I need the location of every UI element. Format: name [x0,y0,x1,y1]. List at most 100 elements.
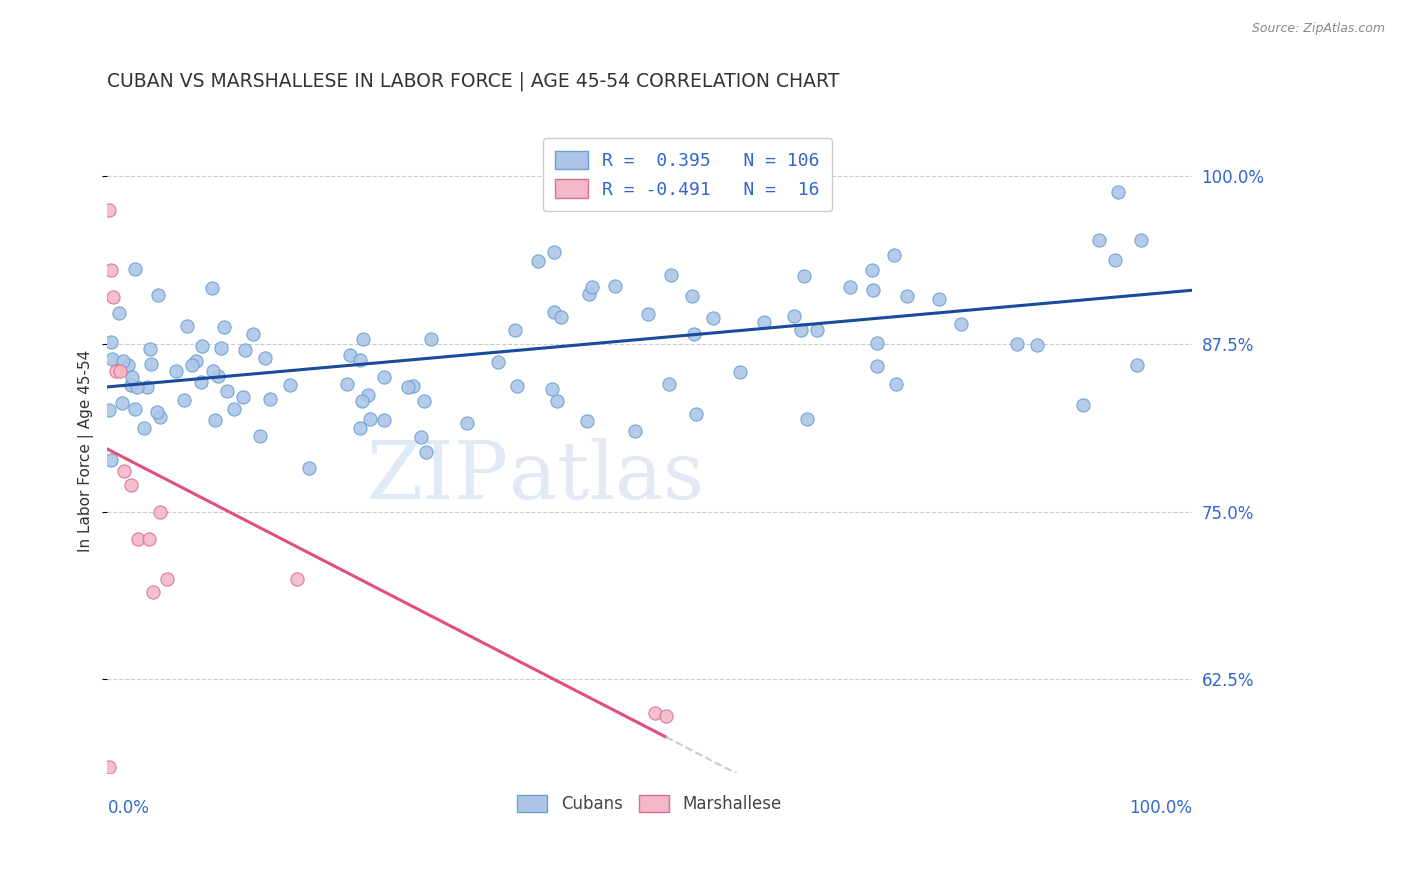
Point [396,380,419,394]
Point [139,357,162,371]
Point [201,281,224,295]
Point [298,461,321,475]
Point [350,393,373,408]
Point [120,478,142,492]
Point [253,351,276,365]
Point [125,380,148,394]
Text: 0.0%: 0.0% [107,799,149,817]
Point [146,288,169,302]
Point [793,268,815,283]
Point [413,393,436,408]
Point [202,364,225,378]
Point [105,364,128,378]
Point [278,377,301,392]
Point [232,390,254,404]
Point [402,379,425,393]
Point [156,572,179,586]
Point [644,706,666,720]
Point [108,306,131,320]
Point [949,317,972,331]
Point [1104,252,1126,267]
Point [681,289,703,303]
Point [488,355,510,369]
Point [352,332,374,346]
Point [111,396,134,410]
Point [1130,233,1153,247]
Point [576,413,599,427]
Point [359,411,381,425]
Point [224,401,246,416]
Point [97,403,120,417]
Point [505,379,527,393]
Point [176,318,198,333]
Point [100,335,122,350]
Point [97,202,120,217]
Point [148,505,170,519]
Point [862,283,884,297]
Point [180,358,202,372]
Point [121,369,143,384]
Point [215,384,238,398]
Point [127,532,149,546]
Point [581,280,603,294]
Point [806,323,828,337]
Point [110,364,132,378]
Point [97,760,120,774]
Point [149,409,172,424]
Point [752,316,775,330]
Point [655,708,678,723]
Point [112,353,135,368]
Point [1125,358,1147,372]
Point [173,392,195,407]
Point [702,310,724,325]
Point [550,310,572,324]
Y-axis label: In Labor Force | Age 45-54: In Labor Force | Age 45-54 [79,351,94,552]
Point [659,268,682,282]
Point [357,388,380,402]
Point [866,335,889,350]
Point [339,347,361,361]
Point [209,341,232,355]
Point [685,407,707,421]
Point [1107,185,1129,199]
Point [728,365,751,379]
Point [135,380,157,394]
Point [233,343,256,357]
Point [101,290,124,304]
Point [505,322,527,336]
Point [120,378,142,392]
Point [1071,398,1094,412]
Point [884,377,907,392]
Point [1007,337,1029,351]
Point [883,247,905,261]
Point [409,430,432,444]
Point [683,326,706,341]
Point [419,332,441,346]
Point [190,376,212,390]
Point [860,263,883,277]
Point [373,412,395,426]
Point [242,327,264,342]
Point [285,572,308,586]
Point [349,421,371,435]
Point [100,351,122,366]
Point [578,287,600,301]
Text: ZIP: ZIP [367,438,509,516]
Point [207,368,229,383]
Point [796,412,818,426]
Point [100,453,122,467]
Point [1025,338,1047,352]
Point [336,377,359,392]
Point [134,421,156,435]
Point [204,413,226,427]
Point [117,358,139,372]
Text: Source: ZipAtlas.com: Source: ZipAtlas.com [1251,22,1385,36]
Point [100,263,122,277]
Point [139,342,162,356]
Point [624,425,647,439]
Point [865,359,887,374]
Point [783,309,806,323]
Point [928,292,950,306]
Point [839,280,862,294]
Point [249,429,271,443]
